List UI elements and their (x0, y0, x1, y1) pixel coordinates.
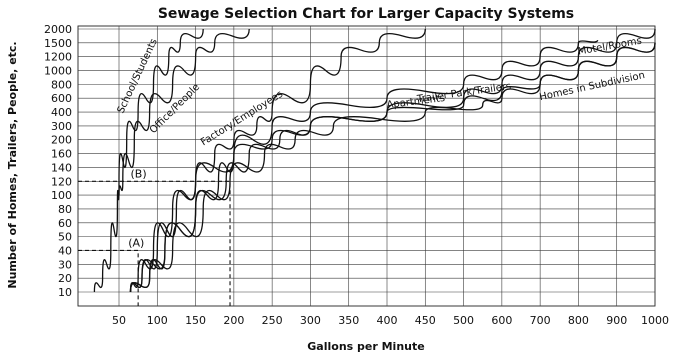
curve-homes-in-subdivision (129, 42, 656, 293)
annotation-label: (A) (128, 236, 144, 249)
y-tick-label: 600 (51, 92, 72, 105)
x-tick-label: 1000 (641, 314, 669, 327)
x-tick-label: 300 (300, 314, 321, 327)
x-tick-label: 200 (223, 314, 244, 327)
curve-label-motel-rooms: Motel/Rooms (577, 36, 643, 58)
curves (93, 28, 656, 293)
reference-line (78, 180, 231, 306)
x-tick-label: 400 (377, 314, 398, 327)
y-tick-label: 80 (58, 203, 72, 216)
x-tick-label: 600 (491, 314, 512, 327)
x-tick-label: 900 (606, 314, 627, 327)
y-tick-label: 20 (58, 272, 72, 285)
y-tick-label: 40 (58, 244, 72, 257)
y-tick-label: 140 (51, 161, 72, 174)
curve-trailer-park-trailers (129, 39, 599, 293)
x-tick-label: 100 (147, 314, 168, 327)
y-tick-label: 1000 (44, 65, 72, 78)
y-tick-label: 300 (51, 120, 72, 133)
x-tick-label: 500 (453, 314, 474, 327)
x-tick-label: 250 (262, 314, 283, 327)
curve-office-people (118, 28, 250, 196)
x-tick-label: 150 (185, 314, 206, 327)
x-tick-label: 350 (338, 314, 359, 327)
curve-label-office-people: Office/People (148, 82, 202, 136)
y-axis-title: Number of Homes, Trailers, People, etc. (6, 41, 19, 288)
reference-lines: (A) (B) (78, 167, 231, 306)
y-tick-label: 120 (51, 175, 72, 188)
chart-title: Sewage Selection Chart for Larger Capaci… (158, 6, 574, 22)
y-tick-label: 1200 (44, 51, 72, 64)
curve-factory-employees (129, 28, 426, 293)
y-tick-label: 60 (58, 217, 72, 230)
y-tick-label: 160 (51, 148, 72, 161)
y-tick-label: 1500 (44, 37, 72, 50)
y-tick-label: 2000 (44, 23, 72, 36)
curve-motel-rooms (129, 28, 656, 293)
annotation-label: (B) (130, 167, 146, 180)
y-tick-label: 400 (51, 106, 72, 119)
curve-labels: School/StudentsOffice/PeopleFactory/Empl… (116, 36, 646, 149)
y-tick-label: 100 (51, 189, 72, 202)
curve-school-students (93, 28, 204, 293)
x-tick-label: 800 (568, 314, 589, 327)
x-tick-label: 700 (530, 314, 551, 327)
x-tick-label: 450 (415, 314, 436, 327)
tick-labels: 50 100 150 200 250 300 350 400 450 500 600 700 800 90… (44, 23, 669, 327)
y-tick-label: 200 (51, 134, 72, 147)
y-tick-label: 30 (58, 258, 72, 271)
y-tick-label: 50 (58, 231, 72, 244)
x-axis-title: Gallons per Minute (307, 340, 424, 353)
y-tick-label: 800 (51, 78, 72, 91)
x-tick-label: 50 (112, 314, 126, 327)
y-tick-label: 10 (58, 286, 72, 299)
